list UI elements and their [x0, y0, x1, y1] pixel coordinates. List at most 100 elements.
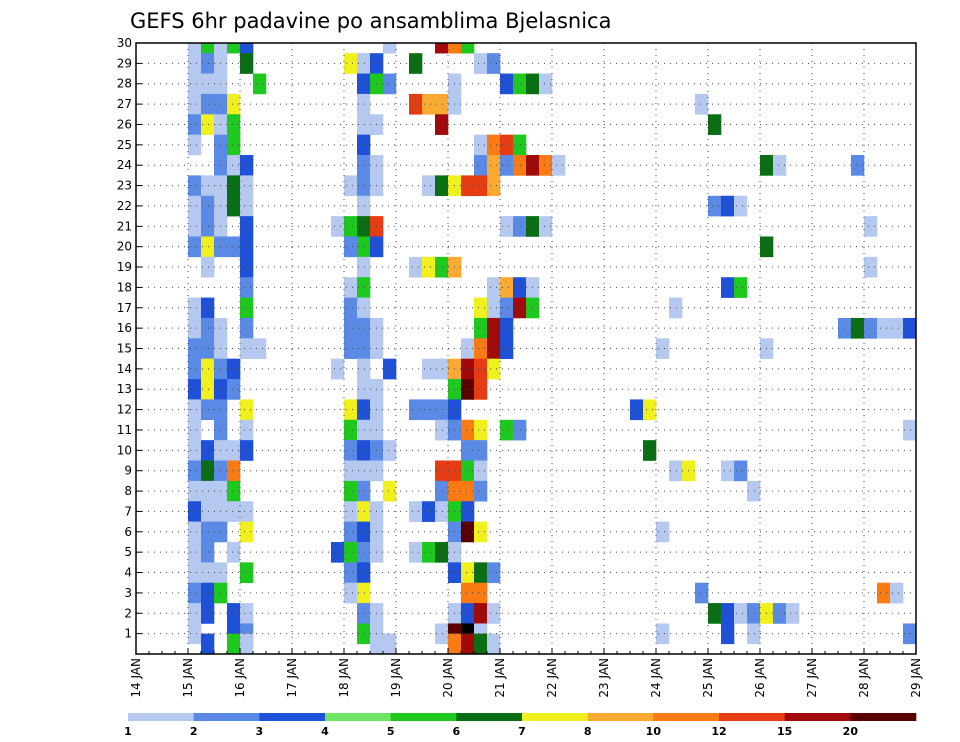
y-tick-label: 3 [124, 586, 132, 600]
heatmap-cell [240, 53, 254, 74]
heatmap-cell [344, 277, 358, 298]
heatmap-cell [214, 43, 228, 54]
heatmap-cell [461, 521, 475, 543]
y-axis: 1234567891011121314151617181920212223242… [117, 36, 142, 641]
heatmap-cell [344, 480, 358, 502]
heatmap-cell [227, 175, 241, 197]
heatmap-cell [461, 480, 475, 502]
heatmap-cell [461, 440, 475, 461]
heatmap-cell [461, 501, 475, 522]
chart-title: GEFS 6hr padavine po ansamblima Bjelasni… [130, 9, 611, 33]
heatmap-cell [188, 195, 202, 217]
heatmap-cell [227, 195, 241, 217]
heatmap-cell [357, 155, 371, 176]
heatmap-cell [422, 501, 436, 522]
heatmap-cell [500, 134, 514, 156]
heatmap-cell [227, 633, 241, 655]
heatmap-cell [357, 460, 371, 482]
heatmap-cell [513, 73, 527, 95]
colorbar-swatch [325, 713, 391, 721]
heatmap-cell [487, 358, 501, 380]
heatmap-cell [474, 317, 488, 339]
heatmap-cell [474, 379, 488, 400]
heatmap-cell [201, 43, 215, 54]
heatmap-cell [773, 603, 787, 624]
heatmap-cell [630, 399, 644, 421]
heatmap-cell [201, 338, 215, 359]
heatmap-cell [188, 216, 202, 237]
heatmap-cell [344, 236, 358, 258]
heatmap-cell [383, 440, 397, 461]
heatmap-cell [188, 419, 202, 441]
y-tick-label: 25 [117, 138, 132, 152]
heatmap-cell [188, 582, 202, 604]
heatmap-cell [435, 93, 449, 115]
heatmap-cell [721, 623, 735, 645]
colorbar-label: 3 [256, 725, 264, 738]
heatmap-cell [435, 256, 449, 278]
heatmap-cell [409, 501, 423, 522]
heatmap-cell [487, 338, 501, 359]
heatmap-cell [474, 633, 488, 655]
heatmap-cell [201, 379, 215, 400]
heatmap-cell [344, 399, 358, 421]
heatmap-cell [487, 633, 501, 655]
heatmap-cell [734, 603, 748, 624]
heatmap-cell [409, 53, 423, 74]
heatmap-cell [513, 155, 527, 176]
heatmap-cell [188, 317, 202, 339]
heatmap-cell [344, 501, 358, 522]
heatmap-cell [240, 562, 254, 584]
heatmap-cell [344, 460, 358, 482]
heatmap-cell [201, 633, 215, 655]
y-tick-label: 26 [117, 117, 132, 131]
y-tick-label: 9 [124, 464, 132, 478]
heatmap-cell [890, 317, 904, 339]
colorbar-label: 1 [124, 725, 132, 738]
heatmap-cell [370, 633, 384, 655]
heatmap-cell [695, 582, 709, 604]
grid-lines [136, 42, 916, 654]
heatmap-cell [864, 216, 878, 237]
heatmap-cell [188, 562, 202, 584]
heatmap-cell [227, 379, 241, 400]
y-tick-label: 19 [117, 260, 132, 274]
x-tick-label: 24 JAN [649, 658, 663, 698]
heatmap-cell [461, 419, 475, 441]
heatmap-cell [409, 256, 423, 278]
heatmap-cell [240, 338, 254, 359]
heatmap-cell [357, 256, 371, 278]
heatmap-cell [227, 134, 241, 156]
y-tick-label: 27 [117, 97, 132, 111]
heatmap-cell [188, 623, 202, 645]
y-tick-label: 29 [117, 56, 132, 70]
heatmap-cell [188, 460, 202, 482]
heatmap-cell [240, 399, 254, 421]
heatmap-cell [383, 480, 397, 502]
colorbar-swatch [587, 713, 654, 721]
heatmap-cell [487, 317, 501, 339]
heatmap-cell [188, 541, 202, 563]
heatmap-cell [721, 603, 735, 624]
heatmap-cell [227, 114, 241, 135]
x-tick-label: 19 JAN [389, 658, 403, 698]
x-tick-label: 16 JAN [233, 658, 247, 698]
heatmap-cell [461, 379, 475, 400]
heatmap-cell [188, 73, 202, 95]
heatmap-cell [695, 93, 709, 115]
heatmap-cell [188, 134, 202, 156]
heatmap-cell [188, 440, 202, 461]
heatmap-cell [227, 358, 241, 380]
heatmap-cell [487, 562, 501, 584]
heatmap-cell [201, 480, 215, 502]
heatmap-cell [240, 603, 254, 624]
heatmap-cell [435, 460, 449, 482]
heatmap-cell [201, 603, 215, 624]
heatmap-cell [188, 297, 202, 319]
heatmap-cell [357, 582, 371, 604]
heatmap-cell [357, 399, 371, 421]
heatmap-cell [500, 277, 514, 298]
heatmap-cell [357, 358, 371, 380]
heatmap-cell [461, 43, 475, 54]
